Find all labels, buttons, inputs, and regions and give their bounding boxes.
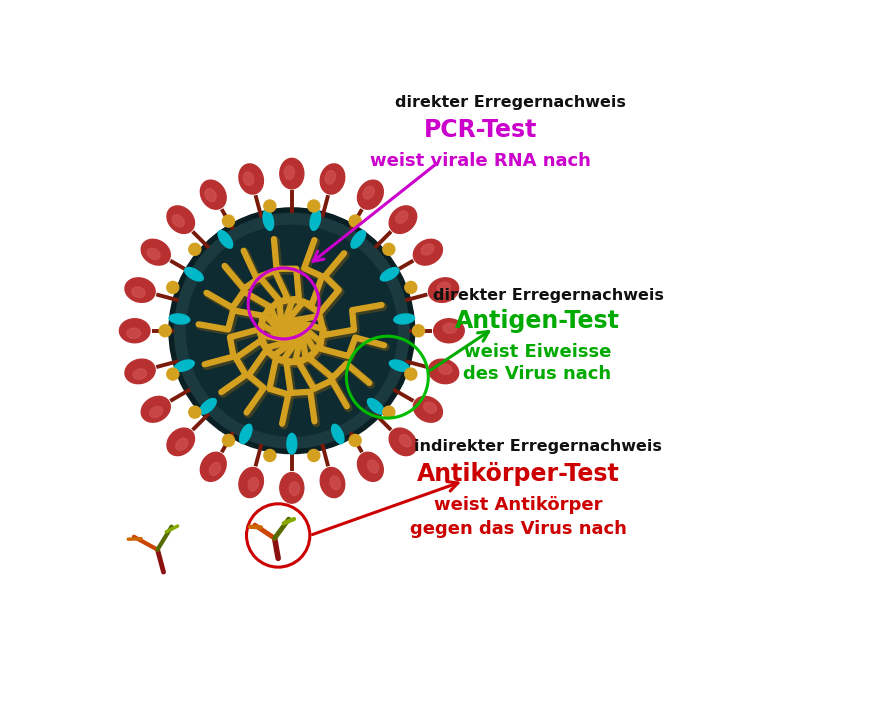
Ellipse shape <box>280 158 304 189</box>
Ellipse shape <box>175 438 188 450</box>
Ellipse shape <box>172 215 184 227</box>
Circle shape <box>189 243 201 255</box>
Ellipse shape <box>125 278 155 302</box>
Circle shape <box>264 450 276 462</box>
Ellipse shape <box>148 248 160 259</box>
Ellipse shape <box>389 206 416 233</box>
Ellipse shape <box>357 180 383 209</box>
Circle shape <box>383 406 395 418</box>
Ellipse shape <box>287 433 297 454</box>
Circle shape <box>159 325 171 337</box>
Ellipse shape <box>363 186 375 199</box>
Text: Antigen-Test: Antigen-Test <box>455 309 620 333</box>
Ellipse shape <box>239 164 264 194</box>
Ellipse shape <box>429 359 458 384</box>
Ellipse shape <box>351 230 366 248</box>
Ellipse shape <box>368 460 379 473</box>
Ellipse shape <box>185 267 203 281</box>
Ellipse shape <box>175 360 195 372</box>
Ellipse shape <box>169 314 189 324</box>
Circle shape <box>405 368 416 380</box>
Ellipse shape <box>413 239 443 265</box>
Ellipse shape <box>149 406 162 418</box>
Ellipse shape <box>120 319 150 342</box>
Ellipse shape <box>127 328 141 338</box>
Ellipse shape <box>201 180 226 209</box>
Circle shape <box>169 208 415 454</box>
Ellipse shape <box>399 435 411 447</box>
Ellipse shape <box>133 369 147 379</box>
Circle shape <box>349 215 361 227</box>
Ellipse shape <box>332 424 344 444</box>
Ellipse shape <box>413 396 443 423</box>
Ellipse shape <box>201 452 226 481</box>
Text: des Virus nach: des Virus nach <box>464 364 612 383</box>
Ellipse shape <box>285 166 294 179</box>
Circle shape <box>187 225 397 436</box>
Ellipse shape <box>248 477 258 491</box>
Circle shape <box>308 450 320 462</box>
Text: gegen das Virus nach: gegen das Virus nach <box>410 520 627 538</box>
Ellipse shape <box>310 210 320 230</box>
Circle shape <box>264 200 276 212</box>
Ellipse shape <box>368 398 384 414</box>
Ellipse shape <box>394 314 415 324</box>
Circle shape <box>223 215 235 227</box>
Ellipse shape <box>381 267 399 281</box>
Ellipse shape <box>239 467 264 498</box>
Ellipse shape <box>325 171 335 184</box>
Circle shape <box>167 368 179 380</box>
Ellipse shape <box>263 210 273 230</box>
Circle shape <box>167 281 179 294</box>
Ellipse shape <box>289 482 299 496</box>
Ellipse shape <box>320 164 345 194</box>
Ellipse shape <box>423 402 436 413</box>
Ellipse shape <box>421 244 434 255</box>
Circle shape <box>223 435 235 447</box>
Circle shape <box>308 200 320 212</box>
Circle shape <box>349 435 361 447</box>
Ellipse shape <box>218 230 233 248</box>
Ellipse shape <box>244 172 254 186</box>
Text: weist Eiweisse: weist Eiweisse <box>464 342 611 361</box>
Ellipse shape <box>389 428 416 456</box>
Text: direkter Erregernachweis: direkter Erregernachweis <box>433 289 663 303</box>
Ellipse shape <box>357 452 383 481</box>
Ellipse shape <box>438 364 452 374</box>
Ellipse shape <box>210 462 221 476</box>
Ellipse shape <box>443 323 457 333</box>
Text: PCR-Test: PCR-Test <box>423 118 537 143</box>
Circle shape <box>383 243 395 255</box>
Ellipse shape <box>205 189 217 201</box>
Ellipse shape <box>132 287 145 298</box>
Ellipse shape <box>434 319 464 342</box>
Text: weist Antikörper: weist Antikörper <box>434 496 602 513</box>
Ellipse shape <box>280 473 304 503</box>
Ellipse shape <box>167 428 195 456</box>
Text: direkter Erregernachweis: direkter Erregernachweis <box>395 94 626 110</box>
Ellipse shape <box>395 211 408 223</box>
Ellipse shape <box>240 424 252 444</box>
Circle shape <box>189 406 201 418</box>
Text: weist virale RNA nach: weist virale RNA nach <box>370 152 591 169</box>
Ellipse shape <box>141 396 170 423</box>
Circle shape <box>412 325 424 337</box>
Ellipse shape <box>167 206 195 233</box>
Ellipse shape <box>141 239 170 265</box>
Text: Antikörper-Test: Antikörper-Test <box>417 462 620 486</box>
Ellipse shape <box>429 278 458 302</box>
Circle shape <box>405 281 416 294</box>
Ellipse shape <box>389 360 409 372</box>
Circle shape <box>175 213 409 448</box>
Text: indirekter Erregernachweis: indirekter Erregernachweis <box>414 439 662 454</box>
Ellipse shape <box>330 476 340 490</box>
Ellipse shape <box>199 398 217 414</box>
Ellipse shape <box>320 467 345 498</box>
Ellipse shape <box>125 359 155 384</box>
Ellipse shape <box>437 282 450 293</box>
